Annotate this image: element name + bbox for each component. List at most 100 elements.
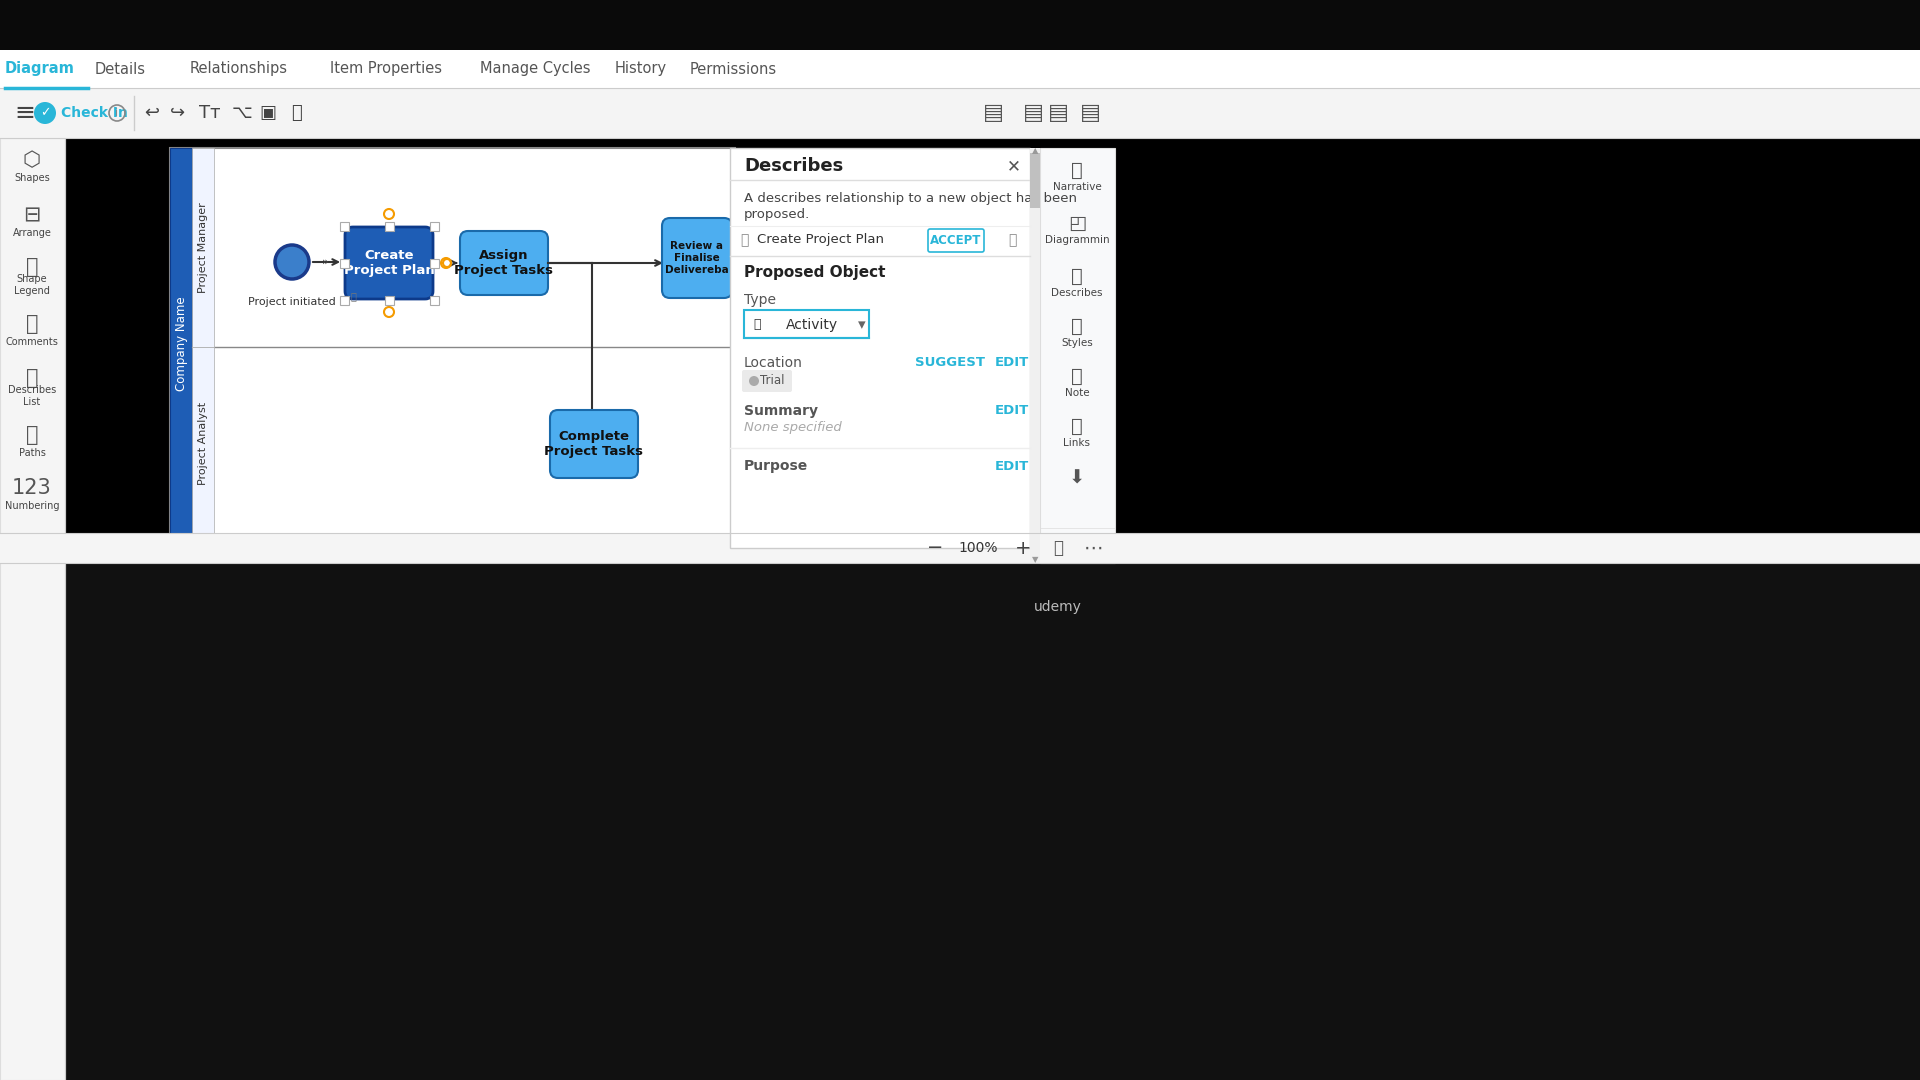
Text: Trial: Trial — [760, 375, 783, 388]
Text: ▤: ▤ — [1079, 103, 1100, 123]
Text: 〰: 〰 — [25, 426, 38, 445]
Bar — [0, 563, 1920, 1080]
Text: Permissions: Permissions — [689, 62, 778, 77]
Text: +: + — [1016, 539, 1031, 557]
Text: Diagrammin: Diagrammin — [1044, 235, 1110, 245]
Text: Company Name: Company Name — [175, 297, 188, 391]
Text: Describes: Describes — [1052, 288, 1102, 298]
Bar — [386, 222, 394, 231]
Text: A describes relationship to a new object has been: A describes relationship to a new object… — [745, 192, 1077, 205]
Text: 123: 123 — [12, 478, 52, 498]
Text: Tт: Tт — [200, 104, 221, 122]
Text: 🔗: 🔗 — [1071, 267, 1083, 285]
Text: Project Manager: Project Manager — [198, 202, 207, 293]
Text: ⬇: ⬇ — [1069, 469, 1085, 487]
Text: Manage Cycles: Manage Cycles — [480, 62, 591, 77]
Text: ACCEPT: ACCEPT — [931, 234, 981, 247]
Text: ▤: ▤ — [1048, 103, 1069, 123]
Text: 🔗: 🔗 — [1071, 417, 1083, 435]
Circle shape — [35, 102, 56, 124]
Text: Comments: Comments — [6, 337, 58, 347]
Text: 100%: 100% — [958, 541, 998, 555]
Text: None specified: None specified — [745, 421, 841, 434]
Text: ◰: ◰ — [1068, 214, 1087, 232]
Text: Summary: Summary — [745, 404, 818, 418]
Text: udemy: udemy — [1035, 600, 1083, 615]
Text: ⛶: ⛶ — [1052, 539, 1064, 557]
Bar — [340, 296, 349, 305]
Text: Create
Project Plan: Create Project Plan — [344, 249, 434, 276]
Text: Assign
Project Tasks: Assign Project Tasks — [455, 249, 553, 276]
Text: 🚶: 🚶 — [349, 291, 355, 301]
Bar — [430, 259, 440, 268]
Bar — [1029, 153, 1041, 208]
Text: ▣: ▣ — [259, 104, 276, 122]
Text: Describes
List: Describes List — [8, 386, 56, 407]
Text: ▼: ▼ — [1031, 555, 1039, 565]
Text: 🗑: 🗑 — [1008, 233, 1016, 247]
Text: 📄: 📄 — [1071, 161, 1083, 179]
Text: proposed.: proposed. — [745, 208, 810, 221]
Text: ↪: ↪ — [171, 104, 186, 122]
Bar — [0, 87, 1920, 138]
Text: ⌕: ⌕ — [290, 104, 301, 122]
Text: ▤: ▤ — [983, 103, 1004, 123]
Bar — [171, 148, 192, 540]
Circle shape — [275, 245, 309, 279]
Text: 🖌: 🖌 — [1071, 316, 1083, 336]
Text: Styles: Styles — [1062, 338, 1092, 348]
Text: EDIT: EDIT — [995, 459, 1029, 473]
Text: Shape
Legend: Shape Legend — [13, 274, 50, 296]
Text: Narrative: Narrative — [1052, 183, 1102, 192]
Bar — [386, 296, 394, 305]
Bar — [340, 259, 349, 268]
Text: ▲: ▲ — [1031, 147, 1039, 156]
Text: 📝: 📝 — [1071, 366, 1083, 386]
Text: 🚶: 🚶 — [739, 233, 749, 247]
Text: 📋: 📋 — [25, 368, 38, 388]
Text: Diagram: Diagram — [6, 62, 75, 77]
Bar — [0, 0, 1920, 50]
Bar — [430, 222, 440, 231]
Text: Complete
Project Tasks: Complete Project Tasks — [545, 430, 643, 458]
Text: Create Project Plan: Create Project Plan — [756, 233, 883, 246]
FancyBboxPatch shape — [745, 310, 870, 338]
Text: ▤: ▤ — [1023, 103, 1043, 123]
Bar — [340, 222, 349, 231]
Text: ▾: ▾ — [858, 318, 866, 333]
Text: Details: Details — [94, 62, 146, 77]
Text: Relationships: Relationships — [190, 62, 288, 77]
Text: Numbering: Numbering — [4, 501, 60, 511]
Bar — [192, 148, 213, 347]
Text: Proposed Object: Proposed Object — [745, 266, 885, 281]
Text: Shapes: Shapes — [13, 173, 50, 183]
Text: i: i — [115, 108, 119, 118]
FancyBboxPatch shape — [741, 370, 791, 392]
Text: »: » — [323, 257, 328, 267]
FancyBboxPatch shape — [549, 410, 637, 478]
Text: −: − — [927, 539, 943, 557]
Text: Location: Location — [745, 356, 803, 370]
Bar — [1041, 148, 1116, 563]
Text: EDIT: EDIT — [995, 405, 1029, 418]
Text: Activity: Activity — [785, 318, 837, 332]
Bar — [171, 148, 735, 540]
Text: Project initiated: Project initiated — [248, 297, 336, 307]
Bar — [0, 138, 65, 1080]
Text: Project Analyst: Project Analyst — [198, 402, 207, 485]
Text: 📖: 📖 — [25, 257, 38, 276]
Bar — [1029, 148, 1041, 563]
FancyBboxPatch shape — [461, 231, 547, 295]
FancyBboxPatch shape — [662, 218, 732, 298]
Bar — [430, 296, 440, 305]
Text: 🚶: 🚶 — [753, 319, 760, 332]
Text: 💬: 💬 — [25, 314, 38, 334]
Text: Purpose: Purpose — [745, 459, 808, 473]
Bar — [730, 148, 1029, 548]
Text: Paths: Paths — [19, 448, 46, 458]
Bar — [192, 347, 213, 540]
Text: ⋯: ⋯ — [1083, 539, 1102, 557]
Text: ↩: ↩ — [144, 104, 159, 122]
Text: Note: Note — [1066, 388, 1089, 399]
Text: ≡: ≡ — [13, 102, 35, 125]
